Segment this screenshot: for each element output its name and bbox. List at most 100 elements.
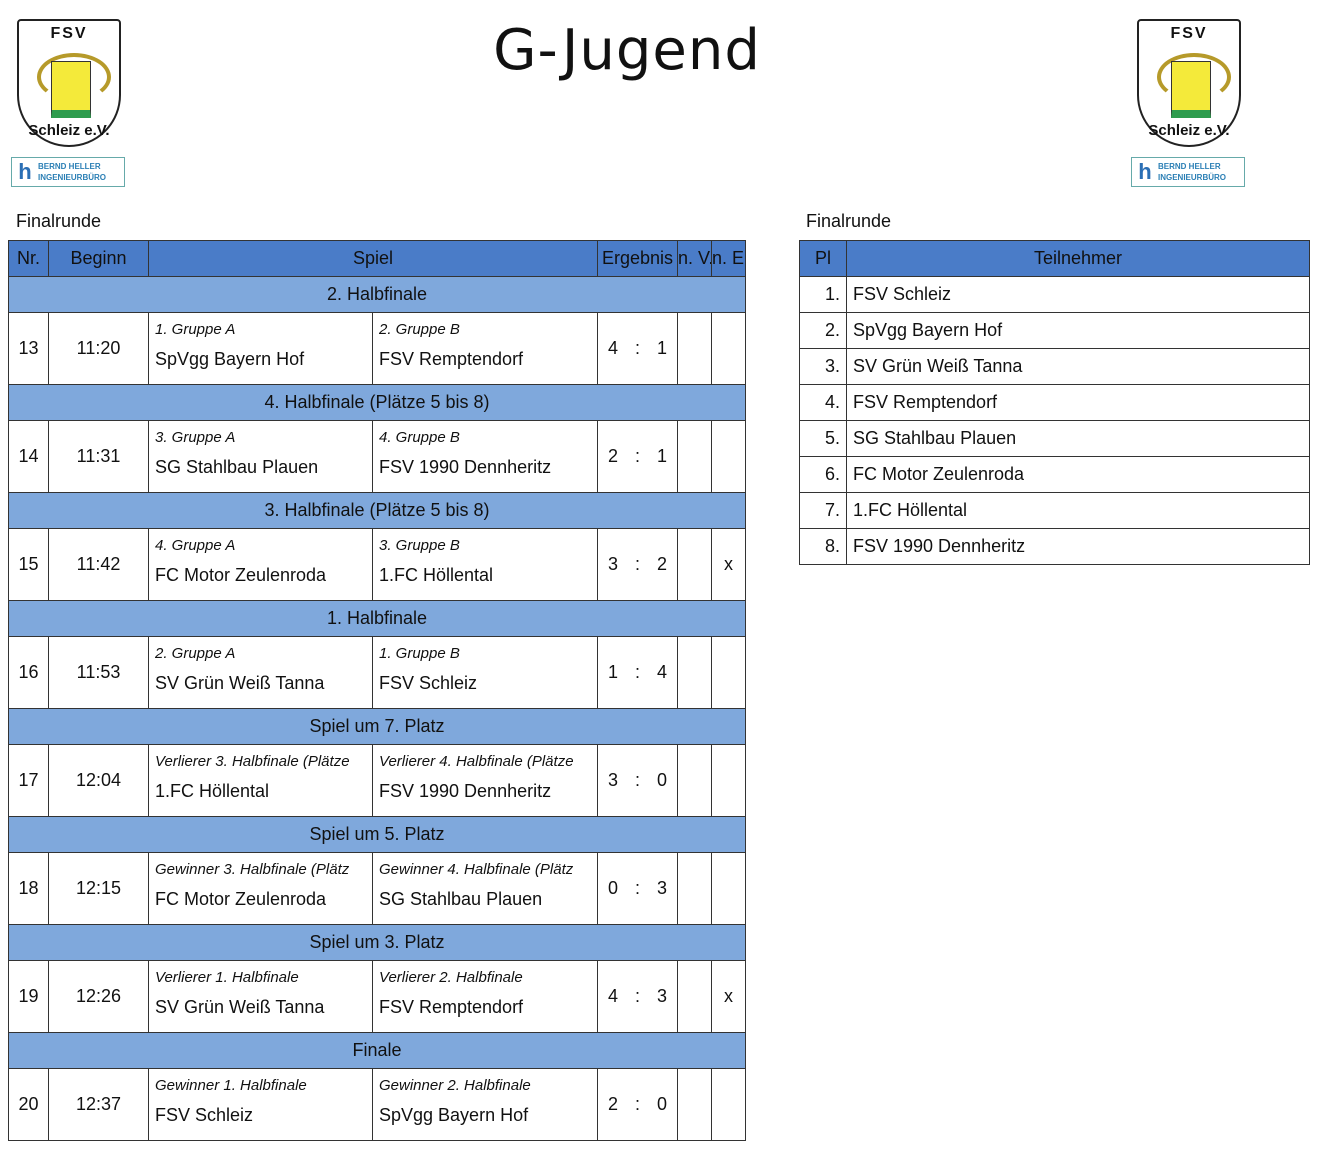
sponsor-logo: h BERND HELLER INGENIEURBÜRO [11, 157, 125, 187]
participant: FC Motor Zeulenroda [846, 456, 1310, 493]
sponsor-sub: INGENIEURBÜRO [38, 173, 107, 182]
place: 8. [799, 528, 847, 565]
match-time: 11:20 [48, 312, 149, 385]
penalty-mark: x [711, 528, 746, 601]
away-goals: 0 [656, 1094, 667, 1114]
score-separator: : [634, 770, 640, 790]
away-source: Verlierer 4. Halbfinale (Plätze [379, 753, 574, 770]
match-time: 11:53 [48, 636, 149, 709]
ranking-caption: Finalrunde [806, 211, 892, 231]
home-team: SG Stahlbau Plauen [155, 457, 319, 477]
match-number: 20 [8, 1068, 49, 1141]
home-source: 3. Gruppe A [155, 429, 236, 446]
crest-bottom-text: Schleiz e.V. [1148, 122, 1230, 139]
away-team-cell: Gewinner 4. Halbfinale (Plätz SG Stahlbau… [372, 852, 598, 925]
penalty-mark [711, 744, 746, 817]
home-source: 1. Gruppe A [155, 321, 236, 338]
house-h-icon: h [18, 159, 32, 184]
penalty-mark [711, 636, 746, 709]
away-team-cell: Verlierer 2. Halbfinale FSV Remptendorf [372, 960, 598, 1033]
home-source: 2. Gruppe A [155, 645, 236, 662]
place: 6. [799, 456, 847, 493]
schedule-caption: Finalrunde [16, 211, 102, 231]
home-team-cell: 3. Gruppe A SG Stahlbau Plauen [148, 420, 373, 493]
match-time: 12:37 [48, 1068, 149, 1141]
participant: FSV 1990 Dennheritz [846, 528, 1310, 565]
match-time: 12:15 [48, 852, 149, 925]
col-nv: n. V. [677, 240, 712, 277]
score-separator: : [634, 986, 640, 1006]
ranking-row: 2. SpVgg Bayern Hof [799, 312, 1310, 349]
away-source: 4. Gruppe B [379, 429, 460, 446]
home-team: 1.FC Höllental [155, 781, 270, 801]
section-row: Finale [8, 1032, 746, 1069]
match-time: 12:26 [48, 960, 149, 1033]
match-number: 17 [8, 744, 49, 817]
overtime-mark [677, 528, 712, 601]
crest-ornament [37, 53, 111, 101]
home-source: Verlierer 3. Halbfinale (Plätze [155, 753, 350, 770]
crest-top-text: FSV [50, 25, 88, 42]
col-ergebnis: Ergebnis [597, 240, 678, 277]
overtime-mark [677, 852, 712, 925]
sponsor-sub: INGENIEURBÜRO [1158, 173, 1227, 182]
match-number: 18 [8, 852, 49, 925]
match-number: 14 [8, 420, 49, 493]
away-team: FSV Schleiz [379, 673, 478, 693]
club-crest: FSV Schleiz e.V. [17, 19, 121, 147]
home-team-cell: Verlierer 1. Halbfinale SV Grün Weiß Tann… [148, 960, 373, 1033]
score-separator: : [634, 554, 640, 574]
away-team: SpVgg Bayern Hof [379, 1105, 529, 1125]
score-separator: : [634, 878, 640, 898]
home-goals: 1 [608, 662, 619, 682]
house-h-icon: h [1138, 159, 1152, 184]
penalty-mark: x [711, 960, 746, 1033]
penalty-mark [711, 420, 746, 493]
away-team-cell: 4. Gruppe B FSV 1990 Dennheritz [372, 420, 598, 493]
overtime-mark [677, 636, 712, 709]
away-team: SG Stahlbau Plauen [379, 889, 543, 909]
place: 5. [799, 420, 847, 457]
result: 0:3 [597, 852, 678, 925]
section-title: 1. Halbfinale [8, 600, 746, 637]
schedule-table: Nr. Beginn Spiel Ergebnis n. V. n. E. 2.… [8, 240, 746, 1141]
ranking-row: 1. FSV Schleiz [799, 276, 1310, 313]
away-team: FSV 1990 Dennheritz [379, 457, 552, 477]
match-row: 20 12:37 Gewinner 1. Halbfinale FSV Schle… [8, 1068, 746, 1141]
away-source: 3. Gruppe B [379, 537, 460, 554]
match-row: 14 11:31 3. Gruppe A SG Stahlbau Plauen 4… [8, 420, 746, 493]
participant: SpVgg Bayern Hof [846, 312, 1310, 349]
away-source: 2. Gruppe B [379, 321, 460, 338]
away-goals: 3 [656, 878, 667, 898]
match-time: 11:42 [48, 528, 149, 601]
sponsor-name: BERND HELLER [38, 162, 101, 171]
home-source: Gewinner 3. Halbfinale (Plätz [155, 861, 350, 878]
club-logo-left: FSV Schleiz e.V. h BERND HELLER INGENIEUR… [11, 19, 129, 189]
col-teilnehmer: Teilnehmer [846, 240, 1310, 277]
overtime-mark [677, 420, 712, 493]
penalty-mark [711, 1068, 746, 1141]
section-title: Spiel um 7. Platz [8, 708, 746, 745]
score-separator: : [634, 338, 640, 358]
result: 3:0 [597, 744, 678, 817]
home-team: SV Grün Weiß Tanna [155, 997, 325, 1017]
result: 2:0 [597, 1068, 678, 1141]
away-team: FSV Remptendorf [379, 997, 524, 1017]
section-row: 3. Halbfinale (Plätze 5 bis 8) [8, 492, 746, 529]
ranking-row: 5. SG Stahlbau Plauen [799, 420, 1310, 457]
overtime-mark [677, 744, 712, 817]
col-ne: n. E. [711, 240, 746, 277]
away-team-cell: Verlierer 4. Halbfinale (Plätze FSV 1990 … [372, 744, 598, 817]
away-team-cell: Gewinner 2. Halbfinale SpVgg Bayern Hof [372, 1068, 598, 1141]
ranking-row: 3. SV Grün Weiß Tanna [799, 348, 1310, 385]
overtime-mark [677, 1068, 712, 1141]
crest-bottom-text: Schleiz e.V. [28, 122, 110, 139]
section-title: Spiel um 5. Platz [8, 816, 746, 853]
score-separator: : [634, 662, 640, 682]
ranking-row: 8. FSV 1990 Dennheritz [799, 528, 1310, 565]
match-time: 12:04 [48, 744, 149, 817]
home-source: 4. Gruppe A [155, 537, 236, 554]
section-row: Spiel um 3. Platz [8, 924, 746, 961]
club-crest: FSV Schleiz e.V. [1137, 19, 1241, 147]
away-team-cell: 1. Gruppe B FSV Schleiz [372, 636, 598, 709]
